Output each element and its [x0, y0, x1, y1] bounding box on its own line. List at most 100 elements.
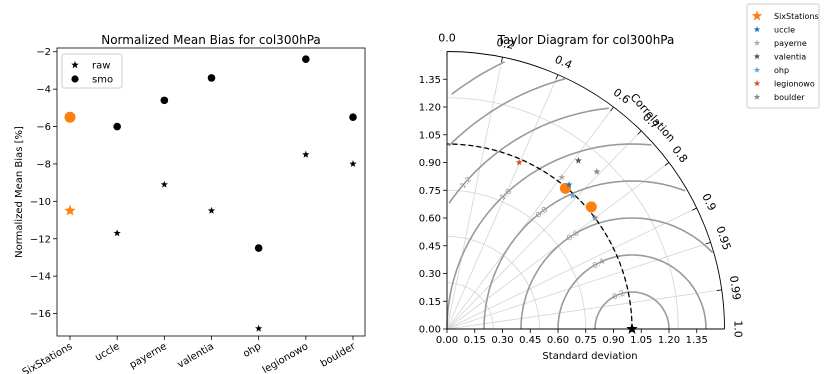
taylor-x-tick-label: 0.75	[575, 335, 597, 346]
taylor-skill-contour	[446, 143, 652, 330]
taylor-corr-ray	[446, 130, 642, 330]
taylor-x-tick-label: 0.90	[602, 335, 624, 346]
bias-x-tick-label: boulder	[319, 341, 358, 370]
bias-point-raw	[113, 229, 121, 237]
taylor-point-boulder	[591, 214, 599, 221]
taylor-point-uccle	[565, 181, 573, 188]
bias-plot-area: −16 −14 −12 −10 −8 −6 −4 −2 SixStations uccle paye…	[21, 47, 359, 374]
taylor-legend-marker-ohp	[753, 66, 761, 73]
taylor-corr-tick	[692, 207, 697, 211]
taylor-y-tick-label: 0.15	[419, 297, 441, 308]
taylor-x-tick-label: 0.45	[519, 335, 541, 346]
taylor-corr-tick	[705, 241, 711, 245]
taylor-point-boulder	[593, 168, 601, 175]
taylor-corr-tick	[555, 74, 559, 80]
bias-legend-marker-raw	[71, 61, 79, 69]
taylor-skill-label: 0.2	[611, 289, 626, 302]
taylor-corr-tick-label: 0.9	[699, 191, 718, 212]
taylor-point-valentia	[574, 157, 582, 164]
taylor-legend-label-payerne: payerne	[774, 39, 807, 48]
taylor-legend-label-valentia: valentia	[774, 53, 806, 62]
bias-point-raw	[349, 160, 357, 168]
taylor-skill-contour	[594, 291, 670, 329]
taylor-skill-contour	[520, 217, 714, 329]
bias-point-smo	[64, 111, 76, 123]
bias-legend-marker-smo	[71, 75, 79, 83]
taylor-corr-tick	[664, 162, 670, 166]
bias-x-tick-label: uccle	[93, 341, 121, 364]
taylor-legend-label-legionowo: legionowo	[774, 80, 815, 89]
bias-x-tick-label: legionowo	[261, 341, 311, 374]
taylor-diagram: Taylor Diagram for col300hPa 0.2 0.4 0.6 0.…	[419, 32, 745, 363]
bias-y-tick-label: −10	[30, 197, 51, 208]
bias-point-smo	[207, 74, 216, 82]
taylor-x-tick-label: 0.60	[547, 335, 569, 346]
taylor-skill-contour	[483, 180, 686, 330]
taylor-corr-ray	[446, 57, 503, 330]
bias-x-tick-label: SixStations	[21, 341, 75, 374]
bias-point-smo	[160, 96, 169, 105]
bias-y-tick-label: −4	[36, 85, 51, 96]
bias-y-tick-label: −14	[30, 272, 51, 283]
bias-point-raw	[64, 204, 76, 216]
taylor-y-tick-label: 0.90	[419, 158, 441, 169]
taylor-std-arc	[446, 97, 679, 330]
bias-chart: Normalized Mean Bias for col300hPa −16−1…	[14, 33, 366, 374]
taylor-corr-tick	[716, 289, 722, 291]
taylor-legend-label-boulder: boulder	[774, 93, 805, 102]
taylor-y-tick-label: 0.00	[419, 325, 441, 336]
taylor-outer-arc	[446, 51, 725, 330]
taylor-legend-label-uccle: uccle	[774, 26, 795, 35]
taylor-skill-label: 0.4	[591, 257, 606, 271]
taylor-corr-tick	[637, 130, 642, 135]
taylor-x-tick-label: 1.35	[686, 335, 708, 346]
taylor-corr-ray	[446, 241, 711, 330]
taylor-corr-tick-label: 0.8	[669, 143, 690, 165]
bias-legend-label-raw: raw	[92, 61, 110, 72]
taylor-plot-area: 0.20.40.60.81.01.20.000.000.150.150.300.…	[419, 32, 745, 347]
taylor-corr-tick-label: 0.0	[438, 32, 456, 45]
bias-point-raw	[302, 150, 310, 158]
taylor-correlation-label: Correlation	[627, 91, 677, 145]
taylor-corr-tick-label: 1.0	[732, 320, 745, 338]
bias-legend: raw smo	[61, 53, 123, 89]
taylor-point-legionowo	[515, 158, 523, 166]
taylor-y-tick-label: 0.60	[419, 214, 441, 225]
taylor-std-arc	[446, 282, 494, 330]
taylor-x-axis-label: Standard deviation	[542, 351, 637, 362]
taylor-y-tick-label: 1.35	[419, 75, 441, 86]
bias-point-smo	[302, 55, 310, 64]
taylor-y-tick-label: 0.45	[419, 241, 441, 252]
taylor-point-ohp	[569, 192, 577, 199]
bias-y-tick-label: −12	[30, 234, 51, 245]
taylor-title: Taylor Diagram for col300hPa	[497, 33, 675, 47]
bias-y-tick-label: −6	[36, 122, 51, 133]
taylor-reference-marker	[626, 323, 638, 334]
taylor-corr-tick	[610, 106, 614, 112]
taylor-legend-marker-uccle	[753, 26, 761, 33]
taylor-legend-label-ohp: ohp	[774, 66, 789, 75]
taylor-corr-tick-label: 0.2	[495, 36, 515, 52]
taylor-legend-marker-SixStations	[751, 10, 763, 21]
taylor-y-tick-label: 1.20	[419, 103, 441, 114]
taylor-corr-ray	[446, 74, 559, 330]
taylor-legend-marker-legionowo	[753, 80, 761, 87]
bias-x-tick-label: valentia	[176, 341, 216, 371]
taylor-legend-marker-valentia	[753, 53, 761, 60]
bias-point-smo	[113, 122, 121, 131]
taylor-point-payerne	[558, 173, 566, 181]
bias-point-raw	[255, 324, 263, 332]
taylor-corr-tick-label: 0.6	[611, 86, 633, 107]
taylor-y-tick-label: 0.30	[419, 269, 441, 280]
bias-y-axis-label: Normalized Mean Bias [%]	[14, 126, 25, 258]
taylor-x-tick-label: 0.30	[491, 335, 513, 346]
taylor-skill-contour	[448, 107, 609, 204]
taylor-x-tick-label: 0.15	[464, 335, 486, 346]
taylor-y-tick-label: 1.05	[419, 130, 441, 141]
bias-legend-label-smo: smo	[92, 75, 113, 86]
bias-point-raw	[207, 206, 216, 214]
bias-point-raw	[160, 180, 168, 188]
taylor-skill-contour	[557, 254, 707, 329]
taylor-corr-tick	[501, 57, 503, 63]
taylor-corr-ray	[446, 106, 614, 330]
